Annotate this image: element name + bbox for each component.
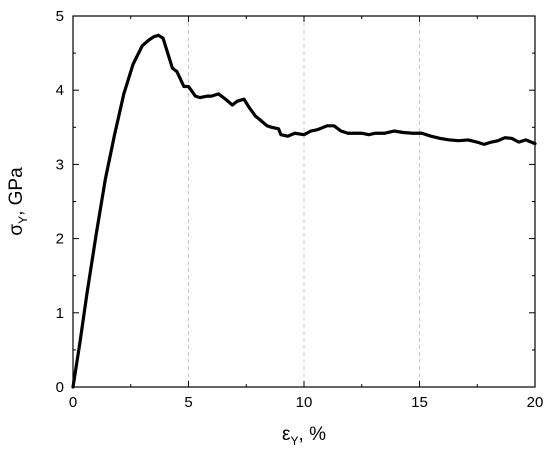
x-tick-label: 5 bbox=[184, 394, 192, 411]
y-axis-unit: , GPa bbox=[6, 167, 27, 216]
series-layer bbox=[71, 33, 537, 389]
series-line-1 bbox=[71, 33, 537, 389]
x-tick-label: 20 bbox=[527, 394, 544, 411]
y-axis-title: σY, GPa bbox=[6, 167, 30, 236]
y-axis-symbol: σ bbox=[6, 224, 27, 236]
y-tick-label: 4 bbox=[56, 82, 64, 99]
x-axis-unit: , % bbox=[299, 424, 327, 445]
y-tick-label: 1 bbox=[56, 305, 64, 322]
y-tick-label: 0 bbox=[56, 379, 64, 396]
x-axis-symbol: ε bbox=[282, 424, 291, 445]
x-tick-label: 15 bbox=[411, 394, 428, 411]
x-tick-label: 10 bbox=[296, 394, 313, 411]
label-layer: 0 5 10 15 20 0 1 2 3 4 5 bbox=[56, 8, 544, 411]
x-axis-subscript: Y bbox=[291, 434, 299, 448]
grid-layer bbox=[188, 16, 420, 387]
y-tick-label: 3 bbox=[56, 156, 64, 173]
x-tick-label: 0 bbox=[69, 394, 77, 411]
y-tick-label: 5 bbox=[56, 8, 64, 25]
x-axis-title: εY, % bbox=[282, 424, 326, 448]
y-axis-subscript: Y bbox=[16, 216, 30, 224]
y-tick-label: 2 bbox=[56, 231, 64, 248]
tick-layer bbox=[72, 15, 536, 388]
